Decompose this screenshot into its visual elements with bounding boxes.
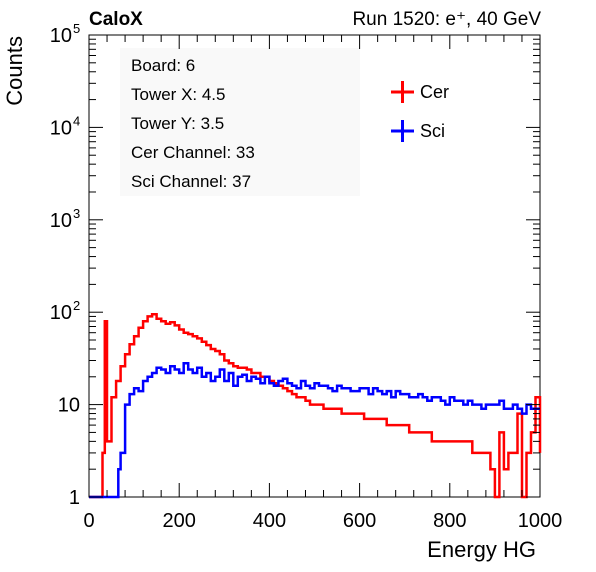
y-tick-label-1: 1 bbox=[69, 487, 80, 509]
x-tick-label-400: 400 bbox=[253, 510, 286, 532]
y-tick-exponent-100000: 5 bbox=[73, 21, 80, 36]
y-tick-label-100000: 10 bbox=[50, 25, 72, 47]
x-tick-label-800: 800 bbox=[433, 510, 466, 532]
legend: Cer Sci bbox=[391, 81, 449, 142]
legend-cer-label: Cer bbox=[420, 82, 449, 102]
plot-frame bbox=[88, 34, 541, 498]
info-line-4: Cer Channel: 33 bbox=[131, 143, 255, 162]
header-left-label: CaloX bbox=[89, 9, 143, 30]
x-tick-label-600: 600 bbox=[343, 510, 376, 532]
series-layer bbox=[89, 313, 542, 499]
info-line-5: Sci Channel: 37 bbox=[131, 172, 251, 191]
info-line-3: Tower Y: 3.5 bbox=[131, 114, 224, 133]
y-tick-exponent-1000: 3 bbox=[73, 206, 80, 221]
series-sci-line bbox=[89, 362, 540, 499]
y-tick-label-100: 10 bbox=[50, 302, 72, 324]
legend-item-cer: Cer bbox=[391, 81, 449, 103]
y-axis-label: Counts bbox=[2, 36, 27, 106]
y-tick-label-10000: 10 bbox=[50, 117, 72, 139]
legend-sci-label: Sci bbox=[420, 121, 445, 141]
x-tick-label-200: 200 bbox=[163, 510, 196, 532]
info-box bbox=[120, 48, 360, 196]
y-tick-label-10: 10 bbox=[58, 395, 80, 417]
info-line-1: Board: 6 bbox=[131, 56, 195, 75]
info-line-2: Tower X: 4.5 bbox=[131, 85, 226, 104]
legend-item-sci: Sci bbox=[391, 120, 445, 142]
x-axis-label: Energy HG bbox=[427, 537, 536, 562]
series-cer-line bbox=[89, 313, 542, 499]
y-tick-label-1000: 10 bbox=[50, 210, 72, 232]
y-tick-exponent-10000: 4 bbox=[73, 113, 80, 128]
x-tick-label-0: 0 bbox=[83, 510, 94, 532]
x-tick-label-1000: 1000 bbox=[518, 510, 563, 532]
y-tick-exponent-100: 2 bbox=[73, 298, 80, 313]
info-box-lines: Board: 6 Tower X: 4.5 Tower Y: 3.5 Cer Chan… bbox=[131, 56, 255, 191]
header-right-label: Run 1520: e⁺, 40 GeV bbox=[352, 9, 541, 30]
